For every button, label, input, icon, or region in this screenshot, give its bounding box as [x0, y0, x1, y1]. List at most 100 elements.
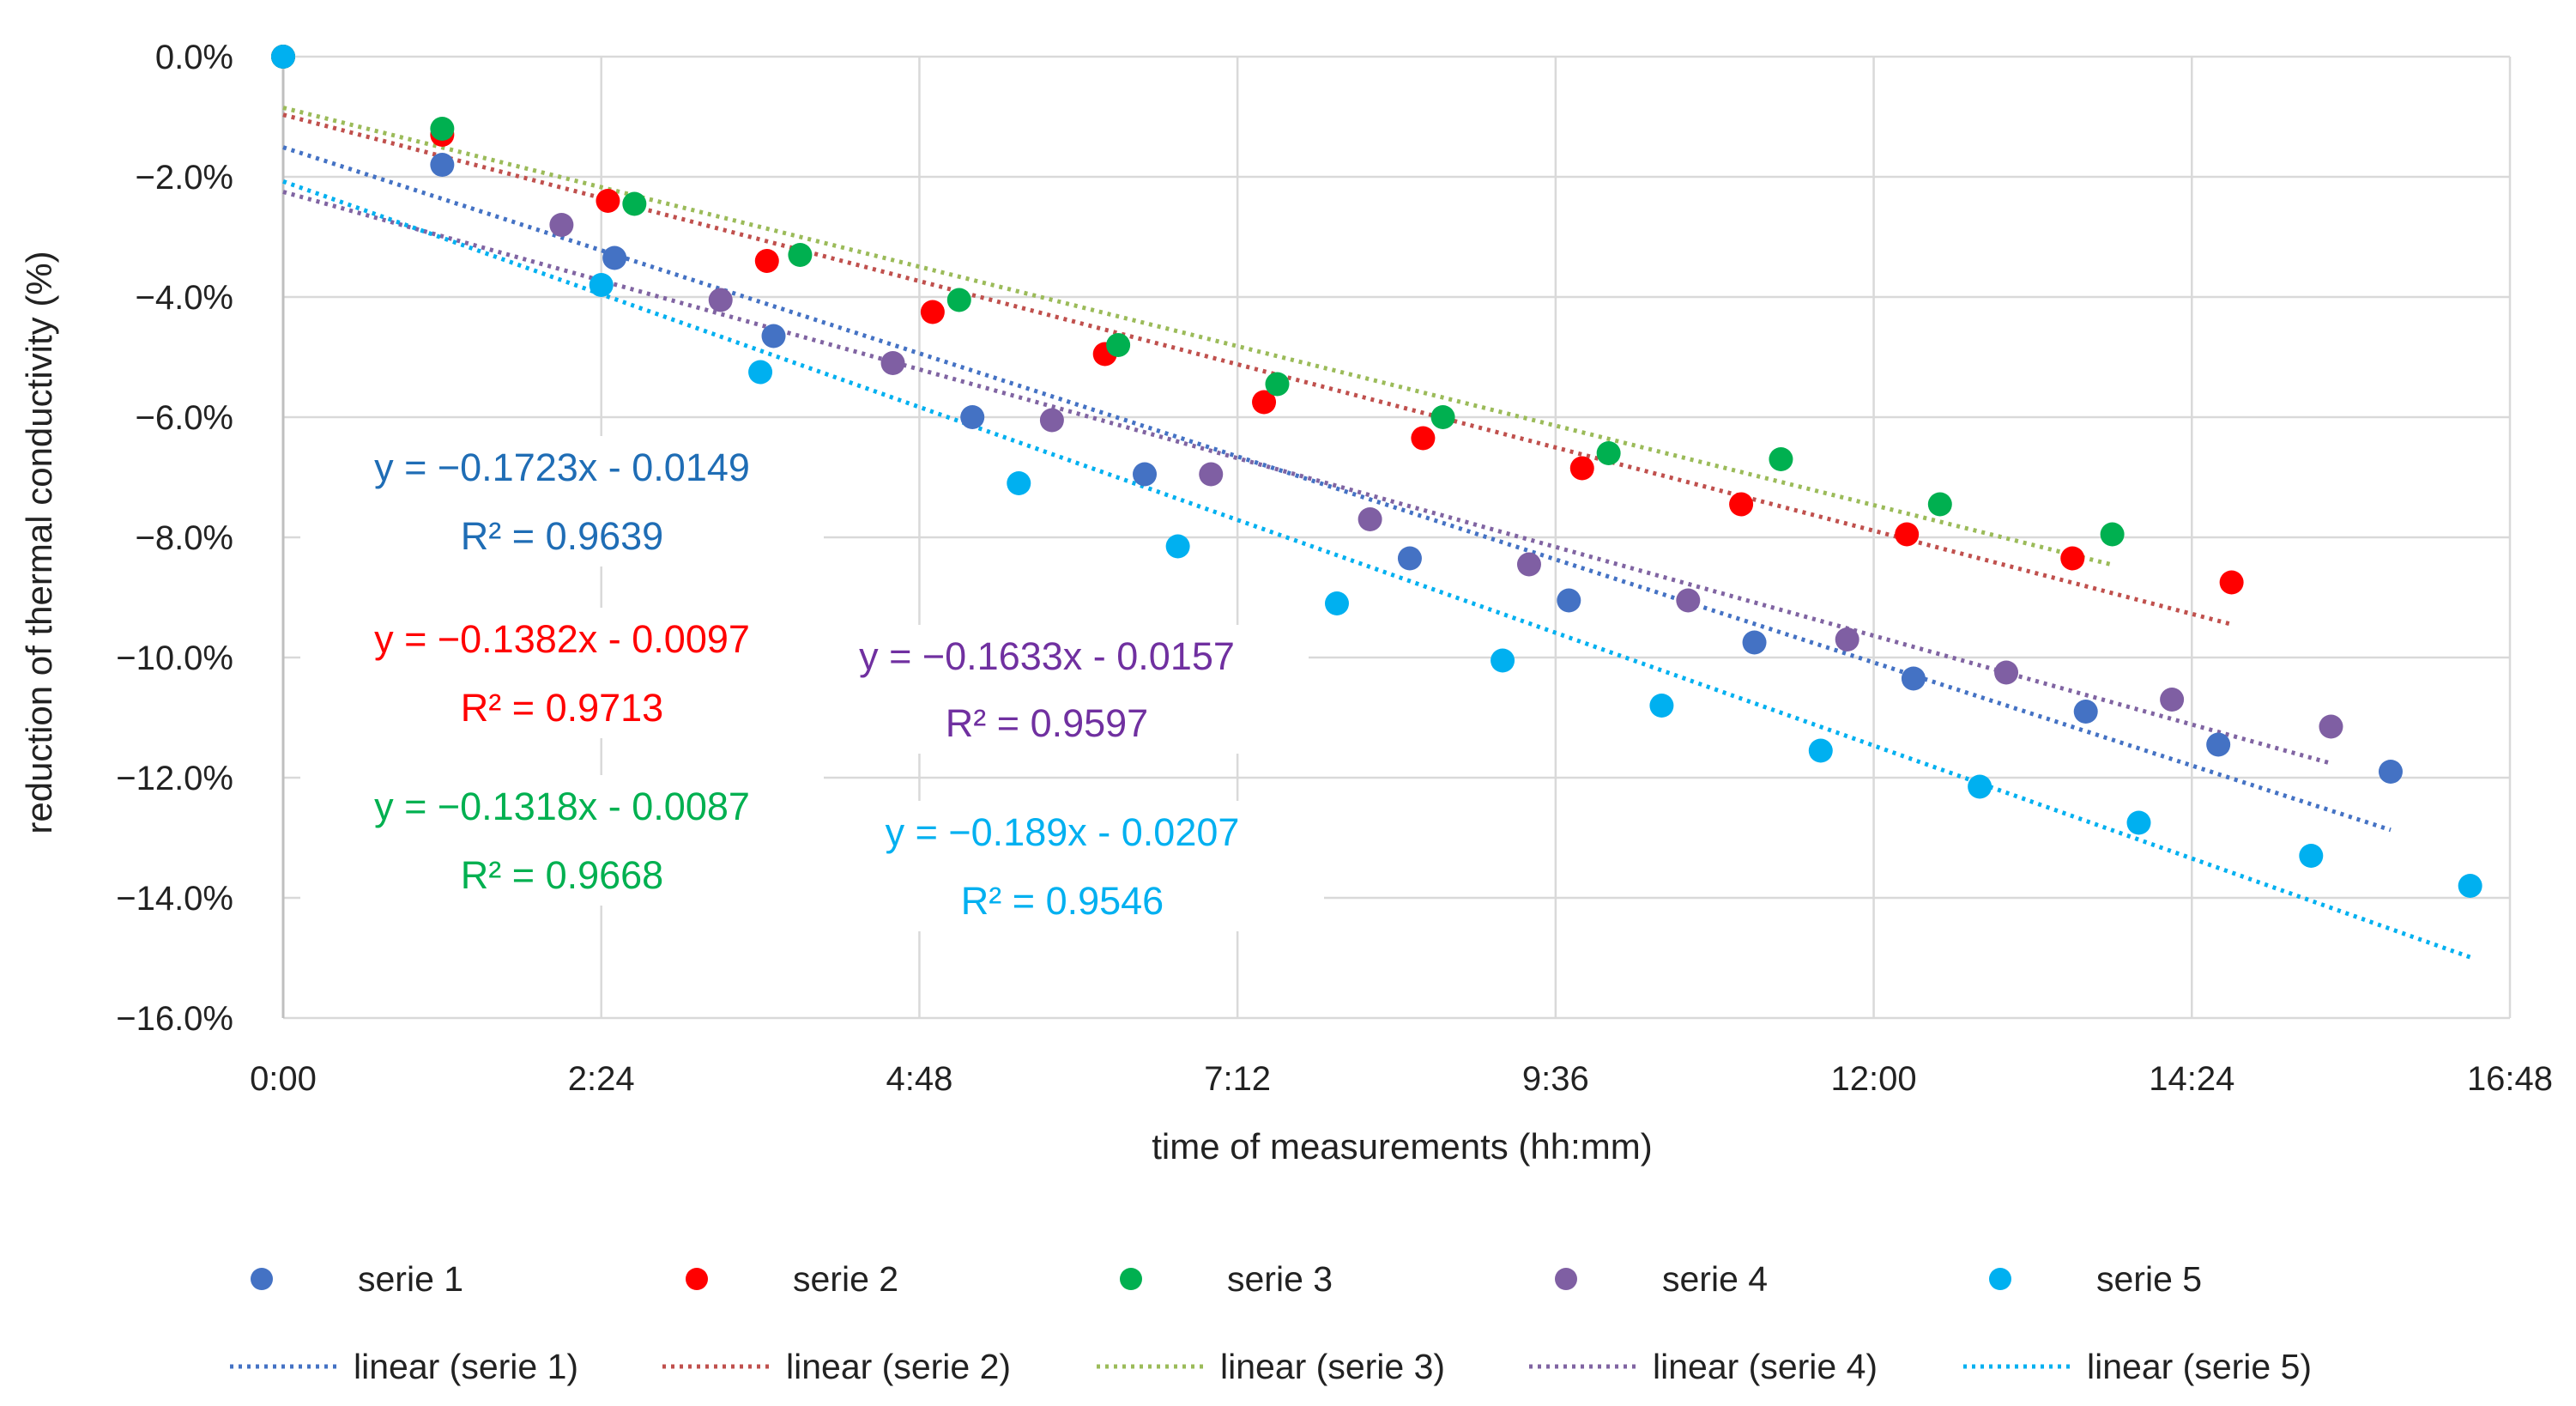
trendline-serie-4 [282, 190, 2332, 766]
data-point-serie-4 [1039, 408, 1064, 433]
equation-label-serie-2: y = −0.1382x - 0.0097 R² = 0.9713 [300, 608, 824, 738]
data-point-serie-5 [748, 360, 773, 385]
legend-label: serie 3 [1227, 1259, 1333, 1299]
x-axis-ticks: 0:00 2:24 4:48 7:12 9:36 12:00 14:24 16:48 [250, 1060, 2553, 1098]
y-axis-title: reduction of thermal conductivity (%) [19, 251, 59, 833]
trendline-equation: y = −0.189x - 0.0207 [886, 810, 1240, 854]
data-point-serie-3 [1265, 372, 1290, 397]
data-point-serie-4 [880, 351, 905, 375]
data-point-serie-3 [1430, 405, 1455, 429]
data-point-serie-3 [1769, 447, 1793, 471]
data-point-serie-2 [2060, 546, 2085, 571]
legend-marker [1989, 1268, 2011, 1290]
data-point-serie-4 [2319, 714, 2343, 739]
data-point-serie-4 [549, 213, 574, 237]
data-point-serie-2 [920, 300, 945, 324]
data-point-serie-1 [2378, 760, 2403, 784]
y-tick-label: −14.0% [116, 880, 233, 918]
data-point-serie-5 [589, 273, 614, 297]
data-point-serie-5 [271, 45, 295, 69]
data-point-serie-5 [1649, 694, 1674, 718]
data-point-serie-1 [2206, 732, 2231, 757]
y-tick-label: 0.0% [155, 39, 233, 76]
data-point-serie-2 [2219, 570, 2244, 595]
data-point-serie-4 [1199, 462, 1224, 487]
data-point-serie-5 [1968, 774, 1992, 799]
trendline-r-squared: R² = 0.9546 [961, 879, 1164, 923]
equation-label-background [785, 625, 1309, 754]
legend-marker [1120, 1268, 1142, 1290]
legend-label: linear (serie 1) [354, 1347, 578, 1386]
data-point-serie-5 [1007, 471, 1031, 495]
legend-label: linear (serie 4) [1653, 1347, 1878, 1386]
data-point-serie-1 [602, 245, 627, 270]
equation-label-serie-4: y = −0.1633x - 0.0157 R² = 0.9597 [785, 625, 1309, 754]
data-point-serie-5 [2458, 874, 2482, 898]
legend-label: linear (serie 5) [2087, 1347, 2312, 1386]
data-point-serie-4 [1994, 660, 2019, 685]
data-point-serie-3 [946, 288, 971, 312]
y-tick-label: −8.0% [135, 519, 233, 557]
trendline-equation: y = −0.1723x - 0.0149 [374, 445, 750, 489]
data-point-serie-3 [1106, 333, 1131, 357]
trendline-serie-1 [282, 145, 2392, 833]
data-point-serie-2 [1569, 456, 1594, 481]
trendline-r-squared: R² = 0.9713 [461, 686, 663, 730]
data-point-serie-2 [1411, 426, 1436, 451]
data-point-serie-3 [430, 117, 455, 141]
equation-label-serie-5: y = −0.189x - 0.0207 R² = 0.9546 [801, 801, 1324, 931]
y-tick-label: −6.0% [135, 399, 233, 437]
y-tick-label: −4.0% [135, 279, 233, 317]
trendline-equation: y = −0.1318x - 0.0087 [374, 785, 750, 828]
data-point-serie-5 [1808, 738, 1833, 763]
data-point-serie-2 [1895, 522, 1920, 547]
data-point-serie-1 [2073, 700, 2098, 724]
y-tick-label: −16.0% [116, 1000, 233, 1038]
x-tick-label: 2:24 [568, 1060, 635, 1098]
legend-item-linear-serie-2: linear (serie 2) [662, 1347, 1011, 1386]
x-tick-label: 0:00 [250, 1060, 317, 1098]
data-point-serie-3 [2100, 522, 2125, 547]
x-tick-label: 14:24 [2149, 1060, 2234, 1098]
legend-item-linear-serie-4: linear (serie 4) [1529, 1347, 1878, 1386]
equation-label-serie-3: y = −0.1318x - 0.0087 R² = 0.9668 [300, 775, 824, 906]
trendline-r-squared: R² = 0.9639 [461, 514, 663, 558]
legend-item-serie-1: serie 1 [251, 1259, 463, 1299]
legend-item-linear-serie-3: linear (serie 3) [1097, 1347, 1445, 1386]
legend: serie 1 serie 2 serie 3 serie 4 serie 5 linea… [230, 1259, 2312, 1386]
data-point-serie-4 [1676, 588, 1701, 613]
legend-item-linear-serie-1: linear (serie 1) [230, 1347, 578, 1386]
legend-item-serie-4: serie 4 [1555, 1259, 1768, 1299]
legend-label: serie 5 [2096, 1259, 2202, 1299]
x-tick-label: 7:12 [1204, 1060, 1271, 1098]
data-point-serie-2 [1252, 390, 1277, 415]
trendline-serie-5 [282, 179, 2471, 960]
data-point-serie-4 [2160, 688, 2185, 712]
data-point-serie-1 [960, 405, 985, 429]
data-point-serie-3 [1927, 492, 1952, 517]
data-point-serie-5 [2126, 810, 2151, 835]
data-point-serie-3 [788, 243, 813, 267]
data-point-serie-1 [1742, 630, 1767, 655]
trendline-equations: y = −0.1723x - 0.0149 R² = 0.9639 y = −0.1… [300, 436, 1324, 931]
data-point-serie-1 [1397, 546, 1422, 571]
data-point-serie-5 [1165, 534, 1190, 559]
equation-label-background [801, 801, 1324, 931]
x-tick-label: 4:48 [886, 1060, 952, 1098]
legend-marker [1555, 1268, 1577, 1290]
y-tick-label: −12.0% [116, 760, 233, 797]
x-tick-label: 9:36 [1522, 1060, 1589, 1098]
data-point-serie-5 [2299, 844, 2324, 868]
data-point-serie-5 [1324, 591, 1349, 615]
x-axis-title: time of measurements (hh:mm) [1152, 1126, 1653, 1167]
legend-label: linear (serie 3) [1220, 1347, 1445, 1386]
data-point-serie-3 [1596, 441, 1621, 465]
legend-label: serie 2 [793, 1259, 898, 1299]
legend-label: serie 1 [358, 1259, 463, 1299]
trendline-r-squared: R² = 0.9668 [461, 853, 663, 897]
data-point-serie-2 [1729, 492, 1754, 517]
y-axis-ticks: 0.0% −2.0% −4.0% −6.0% −8.0% −10.0% −12.0% −14.… [116, 39, 233, 1038]
legend-marker [686, 1268, 708, 1290]
data-points [271, 45, 2482, 898]
y-tick-label: −2.0% [135, 159, 233, 197]
